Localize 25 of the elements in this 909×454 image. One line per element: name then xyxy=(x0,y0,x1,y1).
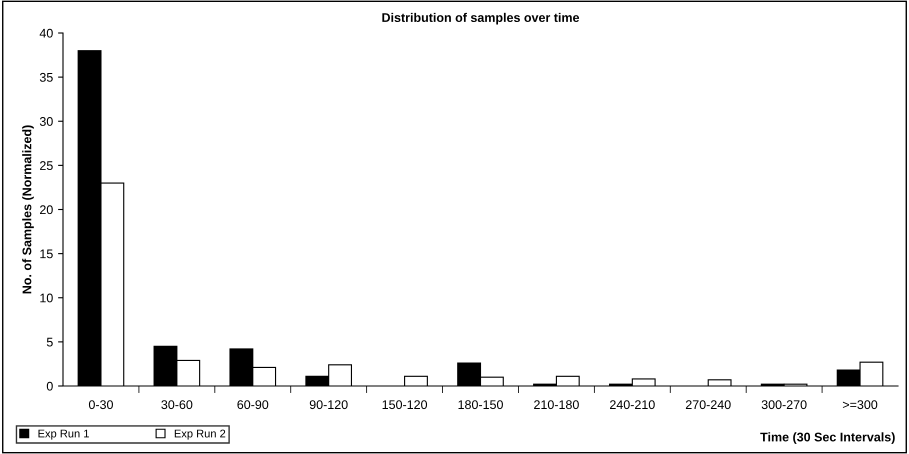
x-tick-label: 150-120 xyxy=(382,400,428,410)
y-tick-label: 5 xyxy=(46,338,53,347)
y-axis-title: No. of Samples (Normalized) xyxy=(22,125,34,294)
y-tick-label: 40 xyxy=(40,28,53,38)
x-tick-label: 0-30 xyxy=(88,400,113,410)
x-tick-label: 270-240 xyxy=(686,400,731,410)
y-tick-label: 25 xyxy=(40,161,53,170)
x-tick-label: 60-90 xyxy=(237,400,268,410)
x-axis-title: Time (30 Sec Intervals) xyxy=(760,432,895,444)
legend-label: Exp Run 1 xyxy=(38,430,89,440)
x-tick-label: 90-120 xyxy=(310,400,348,410)
x-tick-label: 30-60 xyxy=(161,400,192,410)
y-tick-label: 0 xyxy=(46,382,53,391)
x-tick-label: 240-210 xyxy=(610,400,655,410)
y-tick-label: 10 xyxy=(40,294,53,302)
y-tick-label: 15 xyxy=(40,250,53,258)
y-tick-label: 35 xyxy=(40,72,53,82)
y-tick-label: 30 xyxy=(40,117,53,126)
x-tick-label: >=300 xyxy=(842,400,878,410)
y-tick-label: 20 xyxy=(40,205,53,214)
x-tick-label: 300-270 xyxy=(762,400,807,410)
legend-label: Exp Run 2 xyxy=(174,430,226,440)
x-tick-label: 210-180 xyxy=(534,400,579,410)
chart-title: Distribution of samples over time xyxy=(382,12,580,24)
x-tick-label: 180-150 xyxy=(458,400,503,410)
